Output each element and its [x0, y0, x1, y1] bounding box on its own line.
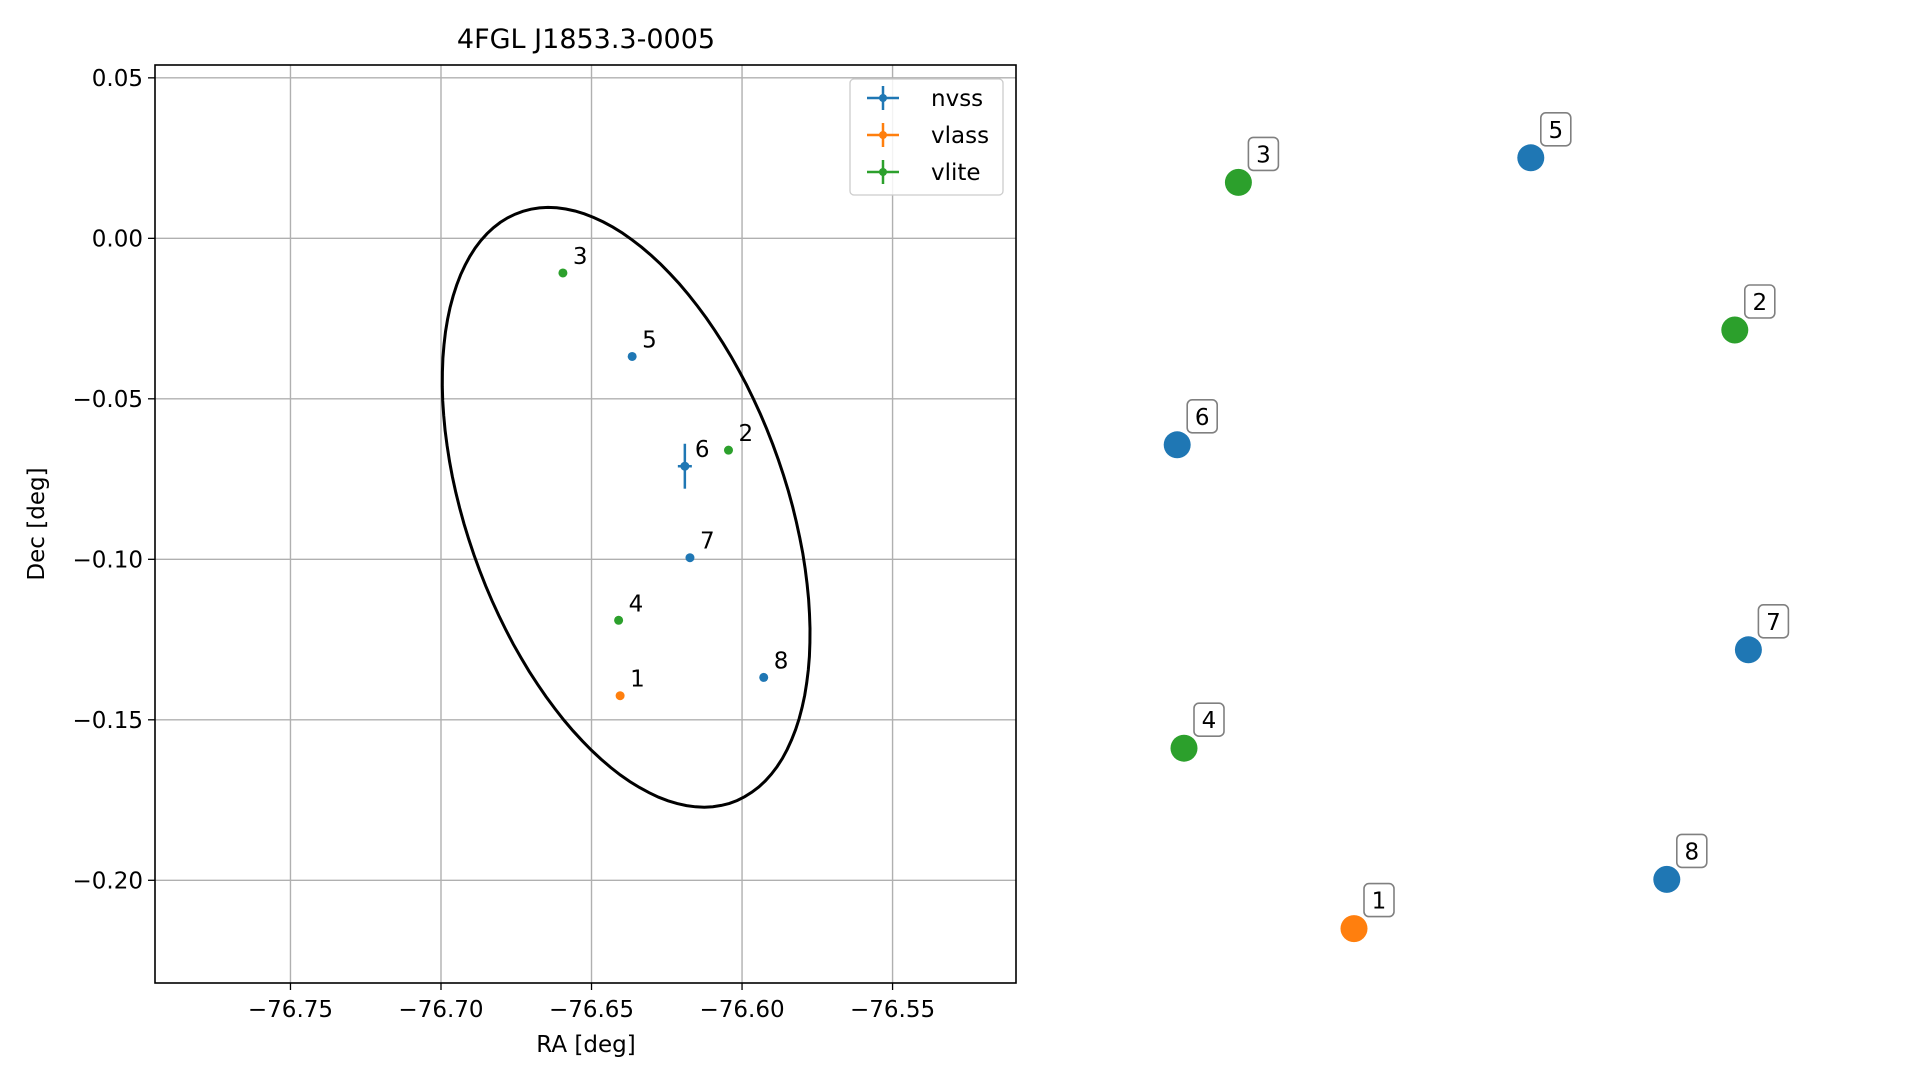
marker-nvss — [1653, 865, 1681, 893]
legend-label: nvss — [931, 86, 983, 112]
error-ellipse-layer — [440, 205, 812, 809]
x-tick-label: −76.75 — [248, 997, 333, 1023]
data-point-vlass — [615, 691, 625, 701]
data-point-nvss — [627, 351, 637, 361]
point-label: 1 — [630, 667, 645, 693]
y-tick-label: 0.00 — [92, 226, 143, 252]
legend-marker-vlite — [879, 168, 887, 176]
marker-label: 1 — [1372, 889, 1387, 915]
y-axis-label: Dec [deg] — [24, 467, 50, 580]
data-point-vlite — [614, 615, 624, 625]
x-tick-label: −76.65 — [549, 997, 634, 1023]
point-label: 5 — [642, 327, 657, 353]
legend: nvss vlass vlite — [849, 78, 1004, 196]
marker-label-box — [1186, 398, 1218, 434]
y-tick-label: −0.05 — [73, 387, 143, 413]
point-label: 3 — [573, 244, 588, 270]
marker-nvss — [1734, 636, 1762, 664]
marker-label-box — [1676, 833, 1708, 869]
y-axis-ticks: 0.05 0.00 −0.05 −0.10 −0.15 −0.20 — [73, 66, 155, 894]
x-tick-label: −76.70 — [398, 997, 483, 1023]
right-chart: 1 2 3 4 5 6 7 8 — [1163, 112, 1790, 943]
legend-items: nvss vlass vlite — [867, 86, 989, 186]
marker-label-box — [1247, 136, 1280, 172]
chart-title: 4FGL J1853.3-0005 — [457, 24, 715, 55]
data-point-vlite — [558, 268, 568, 278]
marker-vlite — [1224, 168, 1252, 196]
marker-vlite — [1170, 734, 1198, 762]
marker-label-box — [1744, 284, 1776, 319]
y-tick-label: −0.10 — [73, 547, 143, 573]
legend-box — [849, 78, 1004, 196]
x-axis-label: RA [deg] — [536, 1032, 635, 1058]
y-tick-label: 0.05 — [92, 66, 143, 92]
marker-nvss — [1517, 144, 1545, 172]
marker-label: 6 — [1195, 405, 1210, 431]
x-tick-label: −76.55 — [850, 997, 935, 1023]
marker-label: 2 — [1752, 290, 1767, 316]
data-point-vlite — [723, 445, 733, 455]
point-label: 6 — [695, 437, 710, 463]
y-tick-label: −0.15 — [73, 708, 143, 734]
x-tick-label: −76.60 — [699, 997, 784, 1023]
plot-frame — [154, 64, 1017, 984]
marker-label: 3 — [1256, 142, 1271, 168]
y-tick-label: −0.20 — [73, 868, 143, 894]
data-points: 5 6 7 8 1 2 3 4 — [558, 244, 789, 701]
grid — [155, 65, 1016, 983]
data-point-nvss — [759, 672, 769, 682]
marker-label-box — [1757, 603, 1790, 639]
marker-label-box — [1193, 702, 1225, 738]
point-label: 7 — [700, 529, 715, 555]
x-axis-ticks: −76.75 −76.70 −76.65 −76.60 −76.55 — [248, 983, 935, 1023]
legend-marker-nvss — [879, 94, 887, 102]
legend-label: vlite — [931, 160, 981, 186]
error-ellipse — [440, 205, 812, 809]
marker-label-box — [1540, 112, 1572, 147]
marker-label: 4 — [1202, 708, 1217, 734]
point-label: 4 — [629, 591, 644, 617]
marker-label: 5 — [1548, 118, 1563, 144]
marker-label: 8 — [1684, 839, 1699, 865]
marker-label: 7 — [1766, 610, 1781, 636]
legend-label: vlass — [931, 123, 989, 149]
point-label: 2 — [738, 421, 753, 447]
data-point-nvss — [685, 553, 695, 563]
marker-vlite — [1721, 316, 1749, 344]
point-label: 8 — [774, 648, 789, 674]
data-point-nvss — [680, 461, 690, 471]
marker-label-box — [1363, 882, 1395, 918]
marker-vlass — [1340, 915, 1368, 943]
marker-nvss — [1163, 431, 1191, 459]
legend-marker-vlass — [879, 131, 887, 139]
